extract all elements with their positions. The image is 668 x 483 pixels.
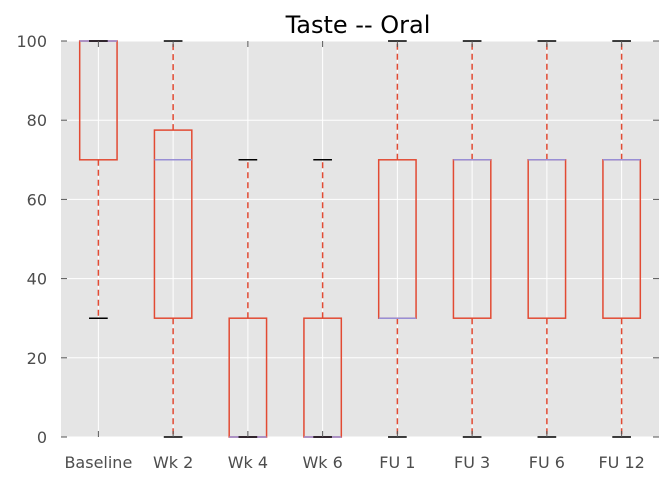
x-tick-label: Wk 4 <box>228 453 268 472</box>
y-tick-label: 40 <box>27 270 47 289</box>
box-wk-2 <box>153 40 193 438</box>
y-tick-label: 20 <box>27 349 47 368</box>
y-tick-label: 60 <box>27 190 47 209</box>
x-tick-label: FU 3 <box>454 453 490 472</box>
box-fu-3 <box>452 40 492 438</box>
x-tick-label: Baseline <box>64 453 132 472</box>
plot-area <box>61 41 659 437</box>
chart-title: Taste -- Oral <box>285 11 431 39</box>
x-tick-label: FU 12 <box>598 453 644 472</box>
y-tick-label: 100 <box>16 32 47 51</box>
axes: 0 20 40 60 80 100 Baseline Wk 2 Wk 4 Wk 6 FU 1 FU 3… <box>16 32 659 472</box>
x-tick-label: Wk 2 <box>153 453 193 472</box>
y-tick-label: 0 <box>37 428 47 447</box>
box-body <box>153 129 193 319</box>
x-tick-label: FU 1 <box>379 453 415 472</box>
y-tick-label: 80 <box>27 111 47 130</box>
x-tick-label: Wk 6 <box>302 453 342 472</box>
x-tick-label: FU 6 <box>529 453 565 472</box>
